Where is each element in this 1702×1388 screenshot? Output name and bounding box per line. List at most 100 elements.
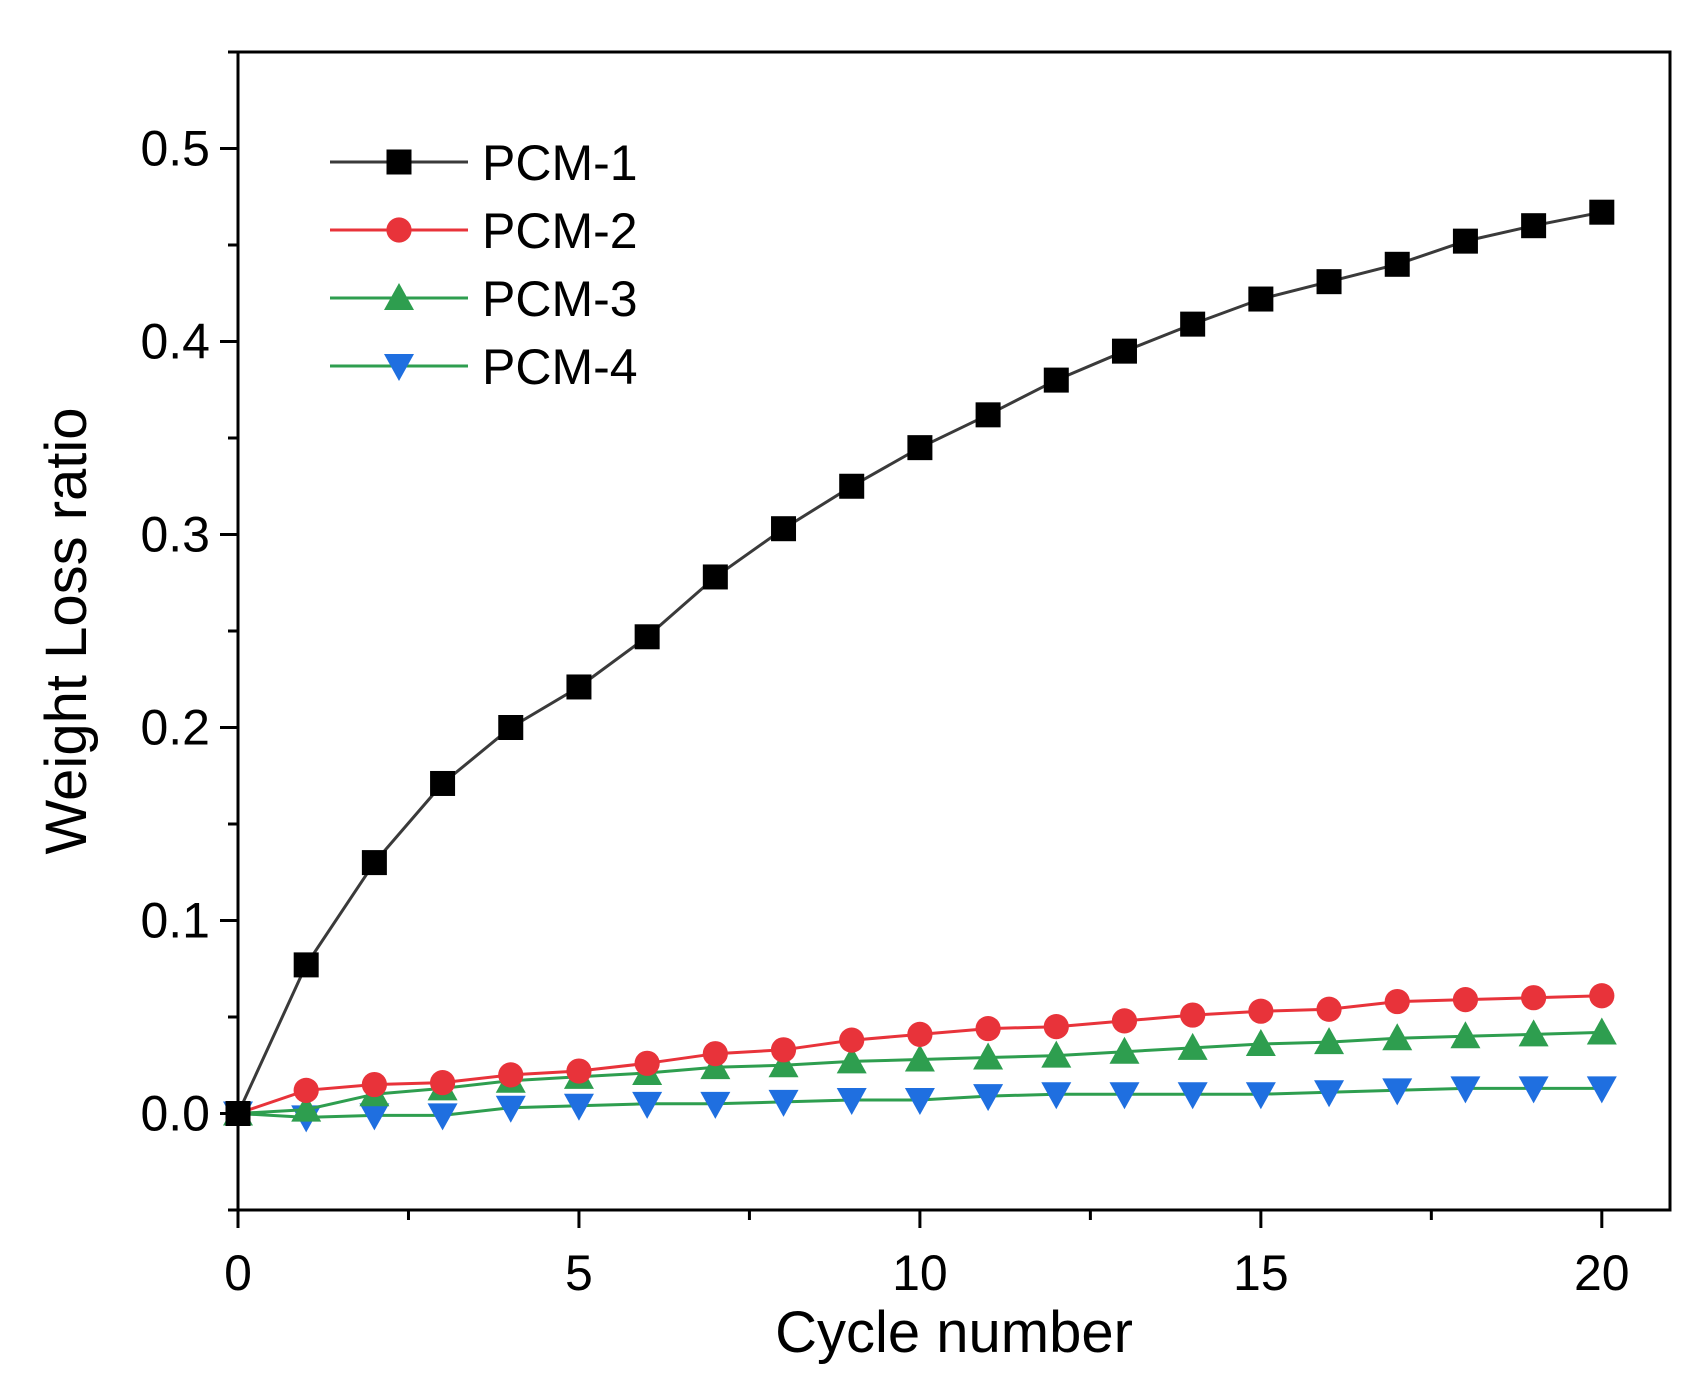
data-point [495,1095,526,1123]
data-point [975,402,1001,428]
data-point [359,1103,390,1131]
data-point [634,1050,660,1076]
data-point [1180,311,1206,337]
series-layer [223,199,1617,1133]
data-point [1245,1029,1276,1057]
data-point [1450,1021,1481,1049]
data-point [634,624,660,650]
data-point [430,770,456,796]
data-point [1521,985,1547,1011]
data-point [839,473,865,499]
data-point [1450,1076,1481,1104]
data-point [1384,251,1410,277]
legend-item: PCM-4 [330,339,638,395]
y-axis-label: Weight Loss ratio [34,407,99,854]
y-tick-label: 0.5 [140,121,210,177]
data-point [768,1050,799,1078]
data-point [1518,1019,1549,1047]
axis-layer: 0 5 10 15 20 0.0 0.1 0.2 0.3 0.4 0.5 [140,50,1630,1301]
data-point [907,1021,933,1047]
data-point [1314,1027,1345,1055]
data-point [768,1089,799,1117]
data-point [566,1058,592,1084]
data-point [1589,983,1615,1009]
data-point [498,1062,524,1088]
data-point [498,715,524,740]
y-tick-label: 0.1 [140,893,210,949]
legend-item: PCM-1 [330,135,638,191]
x-tick-label: 20 [1574,1245,1630,1301]
data-point [1589,199,1615,225]
data-point [563,1093,594,1121]
data-point [1248,286,1274,312]
x-tick-label: 15 [1233,1245,1289,1301]
data-point [1382,1078,1413,1106]
data-point [700,1091,731,1119]
data-point [1041,1040,1072,1068]
data-point [1452,228,1478,254]
legend-label: PCM-4 [482,339,638,395]
data-point [566,674,592,700]
legend-marker [386,149,412,175]
data-point [975,1015,1001,1042]
data-point [291,1094,322,1122]
series-pcm-4 [223,1076,1617,1133]
data-point [1111,338,1137,364]
data-point [1248,998,1274,1024]
legend-marker [384,283,414,310]
data-point [1177,1082,1208,1110]
data-point [1109,1082,1140,1110]
x-axis-label: Cycle number [775,1300,1133,1365]
data-point [1316,996,1342,1022]
data-point [1586,1076,1617,1104]
data-point [1041,1082,1072,1110]
data-point [836,1087,867,1115]
legend-item: PCM-2 [330,203,638,259]
data-point [702,1041,728,1067]
data-point [293,952,319,978]
data-point [770,1037,797,1063]
data-point [1177,1032,1208,1060]
legend-marker [386,217,412,243]
data-point [1111,1008,1138,1034]
data-point [1452,987,1479,1013]
legend-marker [384,354,414,381]
legend-label: PCM-1 [482,135,638,191]
data-point [1314,1080,1345,1108]
data-point [836,1046,867,1074]
data-point [427,1103,458,1131]
legend-item: PCM-3 [330,271,638,327]
data-point [1109,1036,1140,1064]
data-point [293,1077,319,1103]
data-point [904,1087,935,1115]
data-point [973,1042,1004,1070]
data-point [1384,988,1410,1015]
legend-label: PCM-2 [482,203,638,259]
y-tick-label: 0.4 [140,314,210,370]
series-pcm-2 [225,983,1615,1127]
data-point [904,1044,935,1072]
data-point [973,1084,1004,1112]
y-tick-label: 0.2 [140,700,210,756]
y-tick-label: 0.3 [140,507,210,563]
data-point [632,1091,663,1119]
data-point [702,564,728,590]
data-point [1245,1082,1276,1110]
data-point [429,1070,456,1096]
data-point [1316,269,1342,295]
data-point [1518,1076,1549,1104]
legend: PCM-1 PCM-2 PCM-3 PCM-4 [330,135,638,395]
data-point [1043,367,1069,393]
data-point [361,1071,387,1098]
data-point [1521,213,1547,239]
legend-label: PCM-3 [482,271,638,327]
data-point [1180,1002,1206,1028]
x-tick-label: 5 [565,1245,593,1301]
data-point [771,516,797,542]
x-tick-label: 10 [892,1245,948,1301]
data-point [907,435,933,461]
data-point [361,850,387,876]
data-point [1043,1014,1069,1040]
